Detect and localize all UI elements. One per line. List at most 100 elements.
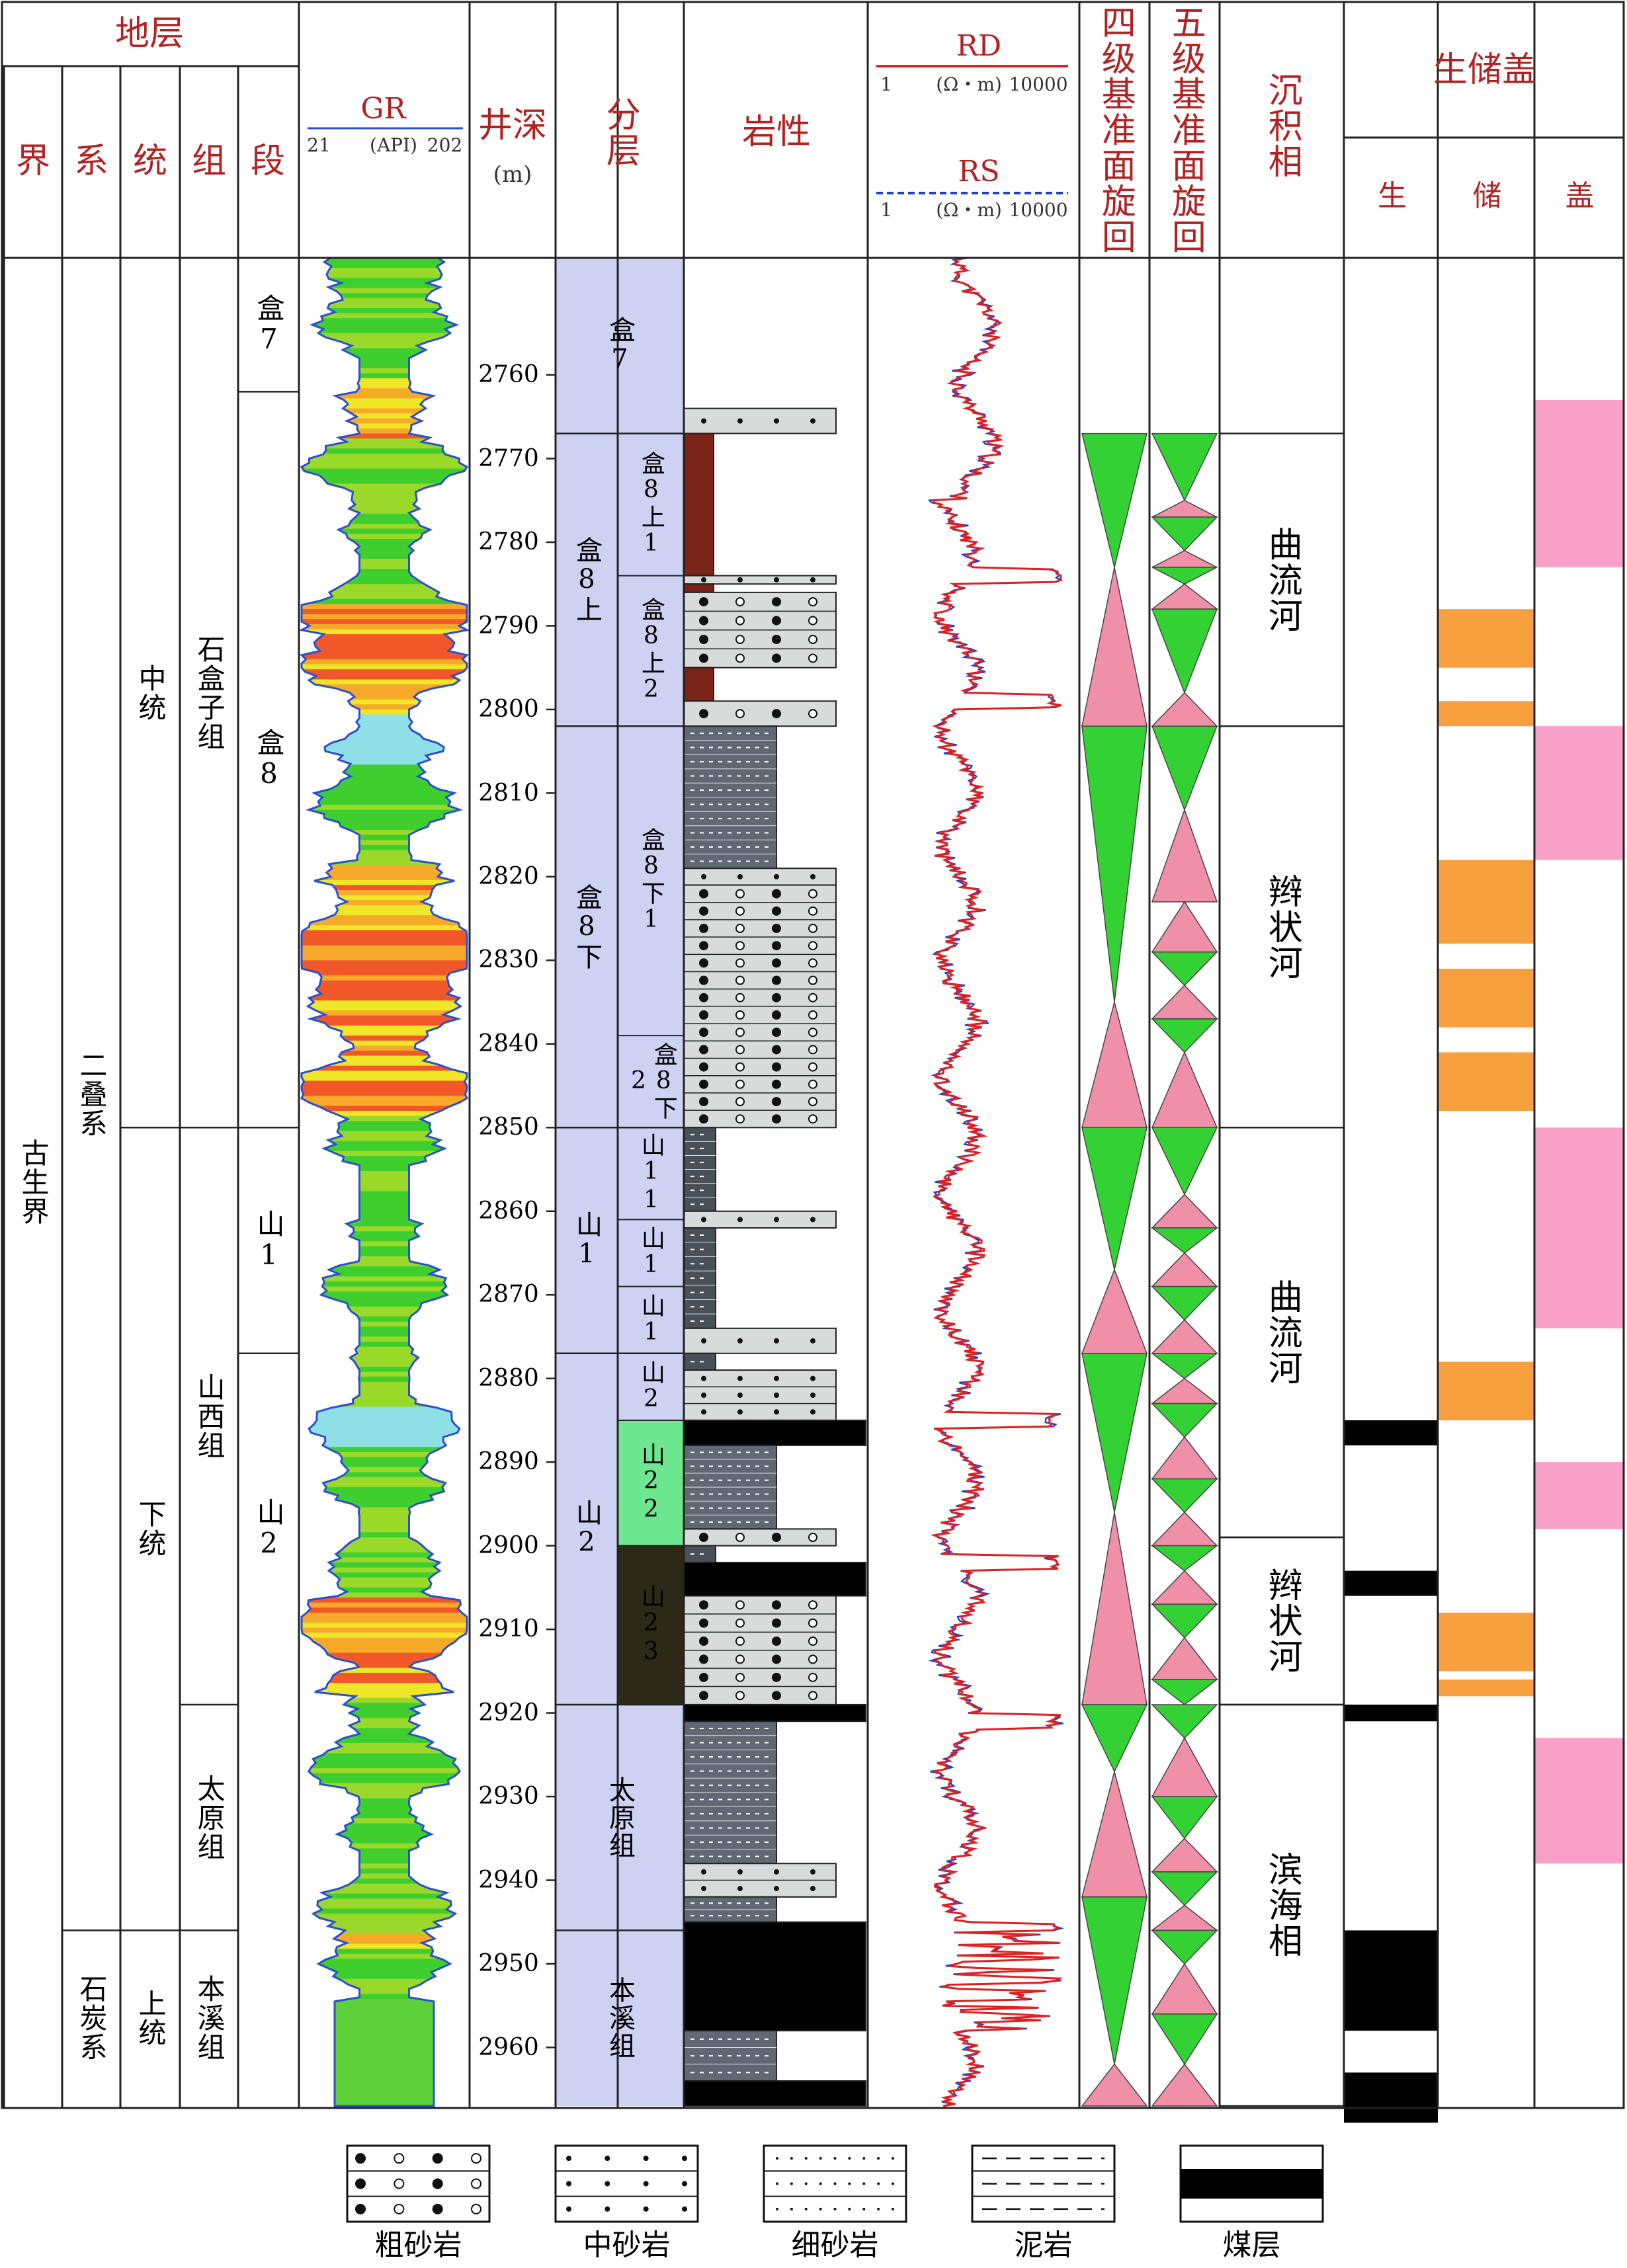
header-chu: 储 <box>1472 179 1502 213</box>
legend-label-medium: 中砂岩 <box>583 2228 671 2262</box>
depth-label-19: 2950 <box>478 1950 539 1978</box>
facies-2: 曲流河 <box>1262 1279 1302 1387</box>
cycle5-cycle-34 <box>1151 1796 1218 1840</box>
rd-min: 1 <box>880 73 892 96</box>
cycle5-cycle-3 <box>1151 549 1218 568</box>
cycle5-cycle-22 <box>1150 1377 1219 1404</box>
sublayer-fill-8 <box>618 1420 684 1546</box>
cycle5-cycle-16 <box>1151 1194 1218 1229</box>
cycle5-cycle-37 <box>1150 1904 1219 1931</box>
depth-label-3: 2790 <box>478 612 539 639</box>
strat-xi-1: 石炭系 <box>75 1974 108 2062</box>
header-sgc: 生储盖 <box>1433 50 1536 90</box>
header-duan: 段 <box>250 141 285 181</box>
cycle5-cycle-29 <box>1151 1603 1218 1639</box>
strat-zu-2: 太原组 <box>193 1773 226 1861</box>
cycle5-cycle-38 <box>1151 1929 1218 1965</box>
rs-curve <box>927 257 1064 2107</box>
depth-label-12: 2880 <box>478 1364 539 1392</box>
cycle4-cycle-2 <box>1081 725 1147 1002</box>
depth-label-11: 2870 <box>478 1281 539 1309</box>
lithology-bed-26 <box>683 1921 866 2032</box>
depth-label-1: 2770 <box>478 444 539 472</box>
sublayer-9: 山23 <box>637 1584 665 1666</box>
legend-label-coarse: 粗砂岩 <box>374 2228 462 2262</box>
legend-label-mud: 泥岩 <box>1014 2228 1073 2262</box>
layer-1: 盒8上 <box>571 536 602 624</box>
layer-4: 山2 <box>571 1499 602 1559</box>
facies-0: 曲流河 <box>1262 526 1302 633</box>
depth-title: 井深 <box>478 105 547 145</box>
cycle5-cycle-32 <box>1151 1704 1218 1739</box>
cycle4-cycle-0 <box>1081 432 1147 568</box>
facies-4: 滨海相 <box>1262 1851 1302 1959</box>
facies-1: 辫状河 <box>1262 873 1302 981</box>
strat-xi-0: 二叠系 <box>75 1050 108 1138</box>
cycle5-cycle-36 <box>1151 1871 1218 1906</box>
grid-lines <box>1 1 1625 2109</box>
strat-tong-1: 下统 <box>134 1500 167 1559</box>
depth-label-16: 2920 <box>478 1699 539 1726</box>
header-xi: 系 <box>73 141 108 181</box>
cycle5-cycle-39 <box>1151 1963 1218 2015</box>
strat-zu-3: 本溪组 <box>193 1974 226 2062</box>
header-cycle4: 四级基准面旋回 <box>1095 5 1136 255</box>
sublayer-0: 盒8上1 <box>637 451 665 559</box>
depth-label-8: 2840 <box>478 1030 539 1057</box>
cycle5-cycle-17 <box>1150 1227 1219 1254</box>
sublayer-6: 山1 <box>637 1293 665 1347</box>
cycle5-cycle-27 <box>1150 1545 1219 1572</box>
gr-curve <box>298 257 470 2107</box>
cycle5-cycle-40 <box>1151 2013 1218 2066</box>
lithology-bed-20 <box>683 1561 866 1597</box>
cycle4-cycle-5 <box>1081 1268 1148 1354</box>
cycle5-cycle-0 <box>1151 432 1218 502</box>
cycle5-cycle-19 <box>1151 1285 1218 1321</box>
reservoir-bed-7 <box>1438 1680 1534 1697</box>
header-cycle5: 五级基准面旋回 <box>1165 5 1206 255</box>
lithology-bed-28 <box>683 2080 866 2107</box>
header-zu: 组 <box>191 141 226 181</box>
cycle5-cycle-33 <box>1151 1736 1218 1797</box>
header-gai: 盖 <box>1565 179 1595 213</box>
source-bed-0 <box>1344 1420 1438 1445</box>
cycle5-cycle-23 <box>1151 1402 1218 1438</box>
cycle5-cycle-2 <box>1151 516 1218 551</box>
sublayer-1: 盒8上2 <box>637 597 665 705</box>
header-facies: 沉积相 <box>1262 72 1302 179</box>
cycle5-cycle-11 <box>1151 951 1218 987</box>
reservoir-bed-6 <box>1438 1612 1534 1672</box>
depth-label-0: 2760 <box>478 361 539 389</box>
cycle5-cycle-26 <box>1151 1511 1218 1547</box>
rd-max: 10000 <box>1009 73 1068 96</box>
cycle4-cycle-8 <box>1081 1704 1148 1773</box>
depth-label-15: 2910 <box>478 1615 539 1643</box>
strat-duan-2: 山1 <box>253 1209 286 1272</box>
reservoir-bed-1 <box>1438 701 1534 727</box>
depth-label-2: 2780 <box>478 528 539 556</box>
cycle5-cycle-9 <box>1151 808 1218 903</box>
seal-bed-0 <box>1534 400 1624 567</box>
depth-label-20: 2960 <box>478 2033 539 2061</box>
reservoir-bed-2 <box>1438 860 1534 944</box>
depth-unit: (m) <box>493 161 532 188</box>
cycle5-cycle-5 <box>1150 583 1219 610</box>
cycle5-cycle-35 <box>1151 1838 1218 1873</box>
legend-swatch-coarse <box>346 2144 491 2223</box>
cycle5-cycle-10 <box>1151 901 1218 953</box>
lithology-bed-22 <box>683 1703 866 1722</box>
layer-5: 太原组 <box>605 1775 635 1859</box>
cycle4-cycle-9 <box>1081 1769 1147 1898</box>
cycle4-cycle-10 <box>1081 1896 1147 2064</box>
lithology-bed-16 <box>683 1419 866 1446</box>
depth-label-13: 2890 <box>478 1448 539 1476</box>
sublayer-fill-9 <box>618 1545 684 1705</box>
depth-label-5: 2810 <box>478 779 539 807</box>
cycle5-cycle-41 <box>1151 2063 1218 2107</box>
cycle5-cycle-18 <box>1151 1252 1218 1287</box>
gr-title: GR <box>360 91 406 126</box>
header-tong: 统 <box>132 141 167 181</box>
layer-column-bg <box>556 258 684 2106</box>
strat-duan-0: 盒7 <box>253 293 286 356</box>
